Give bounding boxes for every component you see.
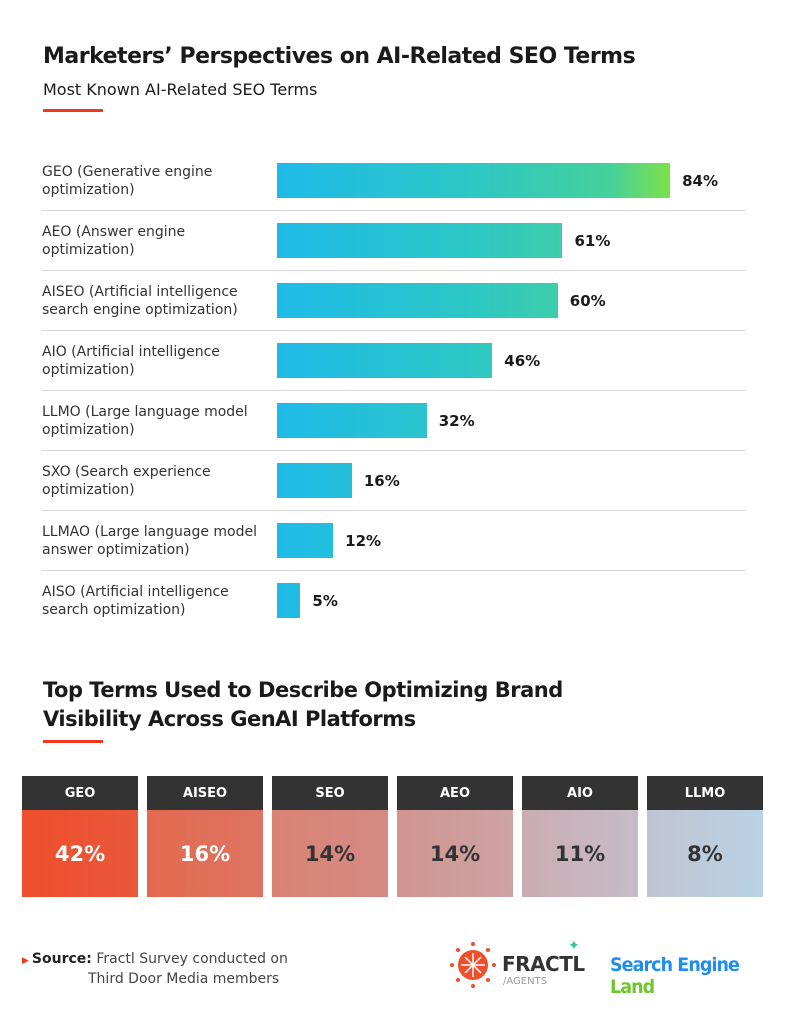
term-tile: SEO 14%	[272, 776, 388, 897]
bar-label: AIO (Artificial intelligence optimizatio…	[42, 344, 220, 378]
term-tile: AIO 11%	[522, 776, 638, 897]
term-tile: AEO 14%	[397, 776, 513, 897]
sel-land: Land	[610, 976, 655, 998]
term-tile: AISEO 16%	[147, 776, 263, 897]
bar-row: AEO (Answer engine optimization) 61%	[42, 211, 746, 271]
tile-value: 42%	[22, 810, 138, 897]
row-divider	[42, 270, 746, 271]
source-text: Fractl Survey conducted on	[96, 951, 288, 967]
bar	[277, 463, 352, 498]
tile-value: 11%	[522, 810, 638, 897]
tile-header: GEO	[22, 776, 138, 810]
fractl-snowflake-icon	[450, 942, 496, 988]
bar-label: GEO (Generative engine optimization)	[42, 164, 213, 198]
tile-header: AISEO	[147, 776, 263, 810]
row-divider	[42, 390, 746, 391]
bar-row: LLMAO (Large language model answer optim…	[42, 511, 746, 571]
bar-label: LLMAO (Large language model answer optim…	[42, 524, 258, 558]
bar	[277, 163, 671, 198]
bar-value-label: 32%	[438, 412, 475, 430]
chart-title: Most Known AI-Related SEO Terms	[43, 80, 318, 99]
fractl-wordmark: FRACTL	[502, 952, 585, 976]
tile-header: AIO	[522, 776, 638, 810]
bar	[277, 523, 334, 558]
row-divider	[42, 210, 746, 211]
bar-value-label: 60%	[569, 292, 606, 310]
bar-value-label: 12%	[345, 532, 382, 550]
search-engine-land-logo: Search Engine Land	[610, 954, 776, 998]
accent-line	[43, 740, 103, 743]
row-divider	[42, 330, 746, 331]
tile-header: AEO	[397, 776, 513, 810]
bar	[277, 283, 558, 318]
bar-row: AISEO (Artificial intelligence search en…	[42, 271, 746, 331]
bar-value-label: 16%	[363, 472, 400, 490]
tile-header: LLMO	[647, 776, 763, 810]
tile-value: 14%	[397, 810, 513, 897]
bar	[277, 403, 427, 438]
bar	[277, 343, 493, 378]
bar-row: AIO (Artificial intelligence optimizatio…	[42, 331, 746, 391]
bar-row: SXO (Search experience optimization) 16%	[42, 451, 746, 511]
fractl-logo: FRACTL /AGENTS ✦	[448, 938, 598, 990]
bar	[277, 223, 563, 258]
source-text-2: Third Door Media members	[88, 971, 280, 987]
bar-label: AISO (Artificial intelligence search opt…	[42, 584, 229, 618]
sel-text: Search Engine	[610, 954, 740, 976]
bar-row: GEO (Generative engine optimization) 84%	[42, 151, 746, 211]
fractl-sub: /AGENTS	[503, 976, 548, 987]
source-label: Source:	[31, 951, 92, 967]
bar-row: AISO (Artificial intelligence search opt…	[42, 571, 746, 631]
tile-value: 16%	[147, 810, 263, 897]
bar-label: LLMO (Large language model optimization)	[42, 404, 248, 438]
bar-label: AISEO (Artificial intelligence search en…	[42, 284, 238, 318]
sparkle-icon: ✦	[568, 938, 580, 954]
bar-label: SXO (Search experience optimization)	[42, 464, 211, 498]
tile-header: SEO	[272, 776, 388, 810]
section-title: Top Terms Used to Describe Optimizing Br…	[43, 678, 563, 731]
term-tile: LLMO 8%	[647, 776, 763, 897]
tile-value: 14%	[272, 810, 388, 897]
tile-value: 8%	[647, 810, 763, 897]
bar-value-label: 46%	[504, 352, 541, 370]
bar-value-label: 84%	[682, 172, 719, 190]
bar	[277, 583, 301, 618]
bar-label: AEO (Answer engine optimization)	[42, 224, 186, 258]
bar-row: LLMO (Large language model optimization)…	[42, 391, 746, 451]
row-divider	[42, 570, 746, 571]
accent-line	[43, 109, 103, 112]
page-title: Marketers’ Perspectives on AI-Related SE…	[43, 44, 636, 69]
bar-value-label: 61%	[574, 232, 611, 250]
triangle-icon: ▶	[22, 956, 29, 966]
row-divider	[42, 450, 746, 451]
term-tile: GEO 42%	[22, 776, 138, 897]
bar-value-label: 5%	[312, 592, 338, 610]
row-divider	[42, 510, 746, 511]
source-note: ▶ Source: Fractl Survey conducted on Thir…	[22, 950, 288, 988]
